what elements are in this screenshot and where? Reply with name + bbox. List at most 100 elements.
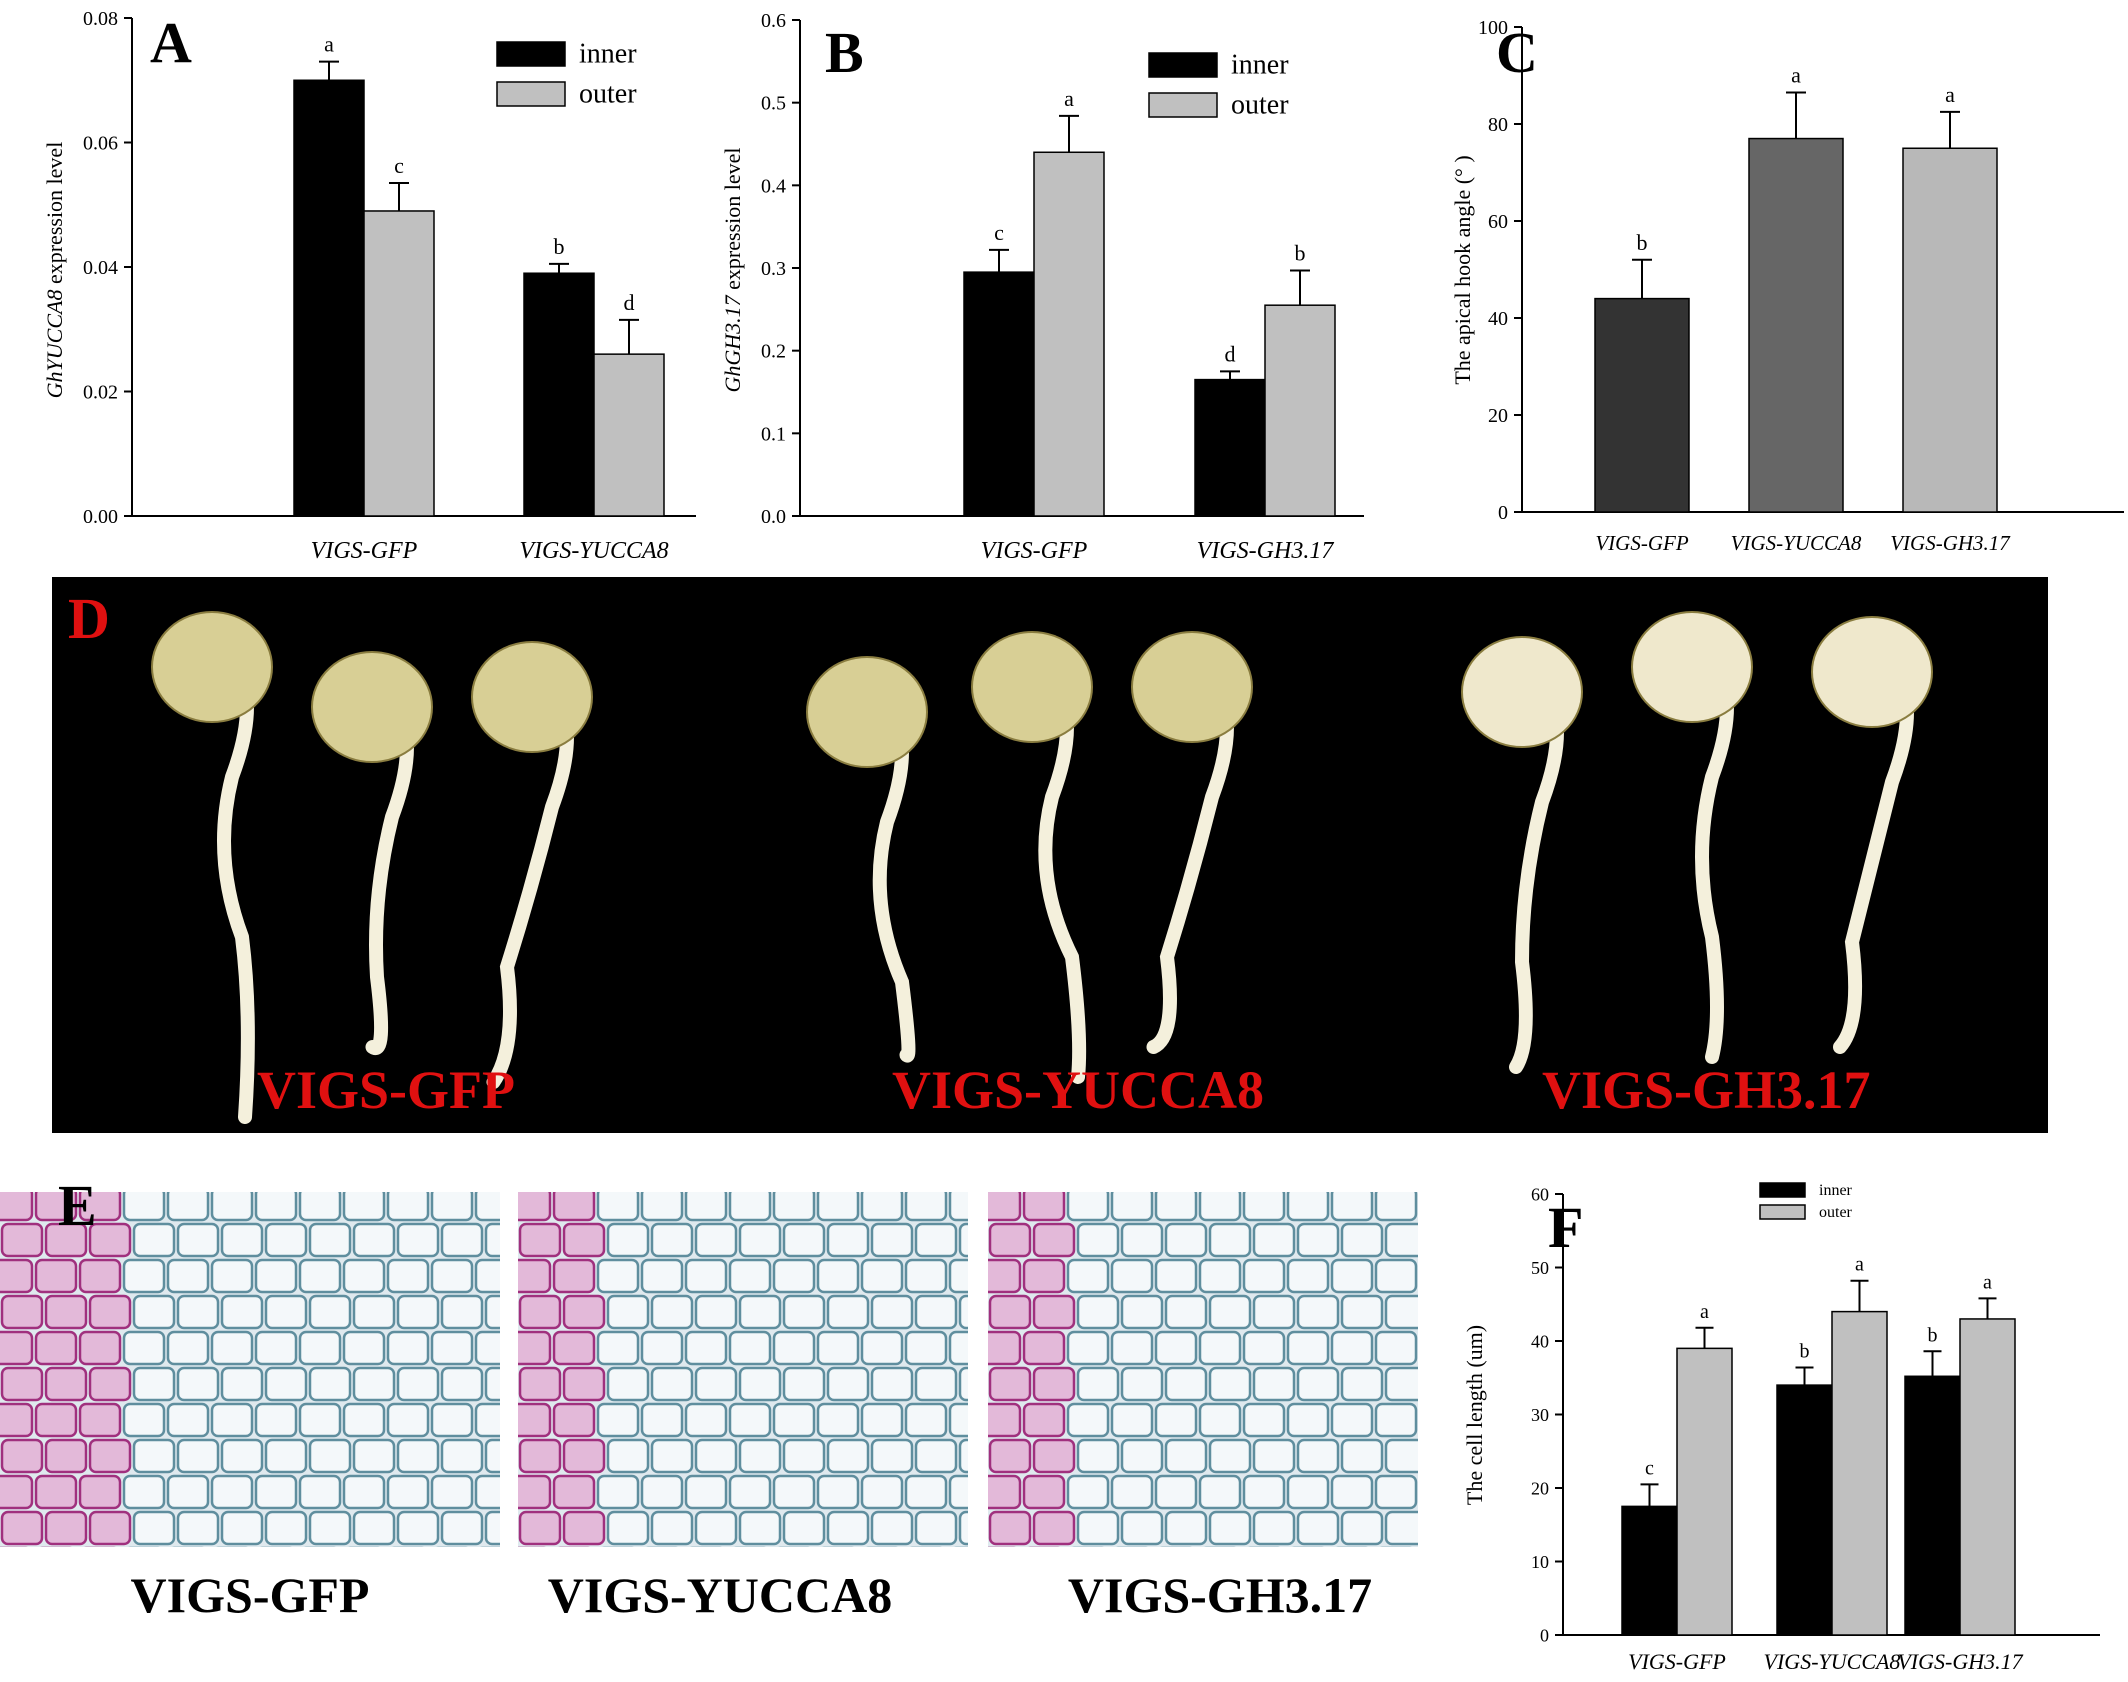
cell (308, 1510, 352, 1546)
y-tick-label: 50 (1531, 1258, 1549, 1278)
cell (606, 1438, 650, 1474)
cell (484, 1222, 500, 1258)
cell (352, 1438, 396, 1474)
panel-letter-e: E (58, 1173, 97, 1238)
micrograph-yucca8 (518, 1192, 968, 1547)
cell (1120, 1222, 1164, 1258)
cell (826, 1438, 870, 1474)
micrograph-gh317 (988, 1192, 1418, 1547)
cell (562, 1294, 606, 1330)
panel-letter-d: D (68, 586, 110, 651)
bar (1959, 1318, 2016, 1636)
cell (1286, 1258, 1330, 1294)
significance-letter: d (1225, 341, 1236, 366)
cell (826, 1294, 870, 1330)
seedling (151, 611, 273, 1124)
chart-b: 0.0 0.1 0.2 0.3 0.4 0.5 0.6 c a VIGS-GFP d b VIGS-GH… (720, 10, 1364, 564)
cell (694, 1294, 738, 1330)
cell (430, 1474, 474, 1510)
cell (1296, 1510, 1340, 1546)
cell (210, 1192, 254, 1222)
cell (1208, 1438, 1252, 1474)
bar (1748, 137, 1844, 513)
cell (430, 1192, 474, 1222)
y-tick-label: 0.2 (761, 341, 786, 363)
cell (1296, 1222, 1340, 1258)
cell (1252, 1366, 1296, 1402)
cell (1076, 1222, 1120, 1258)
category-label: VIGS-GFP (311, 538, 418, 564)
y-axis-label: The apical hook angle (° ) (1450, 155, 1475, 384)
cell (1296, 1438, 1340, 1474)
bar (1902, 147, 1998, 513)
cell (396, 1294, 440, 1330)
photo-label-yucca8: VIGS-YUCCA8 (892, 1060, 1265, 1120)
legend-swatch (496, 41, 566, 67)
cell (396, 1438, 440, 1474)
cell (88, 1438, 132, 1474)
cell (772, 1192, 816, 1222)
cell (1242, 1474, 1286, 1510)
cell (596, 1192, 640, 1222)
cell (386, 1192, 430, 1222)
cell (988, 1294, 1032, 1330)
cell (1330, 1474, 1374, 1510)
bar (1594, 297, 1690, 513)
cell (1242, 1258, 1286, 1294)
cell (1032, 1366, 1076, 1402)
cell (44, 1510, 88, 1546)
cell (904, 1474, 948, 1510)
cell (34, 1474, 78, 1510)
cell (1330, 1402, 1374, 1438)
cell (176, 1294, 220, 1330)
cell (1286, 1192, 1330, 1222)
cell (474, 1402, 500, 1438)
cell (396, 1366, 440, 1402)
cell (518, 1402, 552, 1438)
cell (596, 1330, 640, 1366)
cell (988, 1366, 1032, 1402)
cell (254, 1402, 298, 1438)
cell (1154, 1474, 1198, 1510)
category-label: VIGS-GH3.17 (1197, 538, 1335, 564)
cell (34, 1258, 78, 1294)
cell (518, 1330, 552, 1366)
cell (1022, 1402, 1066, 1438)
cell (640, 1192, 684, 1222)
cell (738, 1222, 782, 1258)
cell (1198, 1192, 1242, 1222)
cell (782, 1510, 826, 1546)
significance-letter: b (1800, 1340, 1810, 1362)
cell (606, 1510, 650, 1546)
cell (440, 1438, 484, 1474)
cell (988, 1510, 1032, 1546)
cell (1066, 1402, 1110, 1438)
significance-letter: c (394, 153, 404, 178)
cell (1384, 1438, 1418, 1474)
cell (342, 1330, 386, 1366)
cell (684, 1258, 728, 1294)
cell (298, 1192, 342, 1222)
cell (308, 1366, 352, 1402)
cell (914, 1222, 958, 1258)
cell (1110, 1192, 1154, 1222)
cell (44, 1222, 88, 1258)
panel-letter-c: C (1496, 20, 1538, 85)
chart-f: 0 10 20 30 40 50 60 c a VIGS-GFP b a VIGS-YUCCA8 b a VI… (1462, 1182, 2100, 1674)
cell (264, 1510, 308, 1546)
cell (474, 1474, 500, 1510)
cell (914, 1510, 958, 1546)
cell (1208, 1222, 1252, 1258)
seedling-photo-panel: D VIGS-GFP VIGS-YUCCA8 VIGS-GH3.17 (52, 577, 2048, 1133)
cell (1340, 1294, 1384, 1330)
cell (352, 1294, 396, 1330)
cell (948, 1258, 968, 1294)
cell (352, 1222, 396, 1258)
cell (1198, 1474, 1242, 1510)
cell (0, 1366, 44, 1402)
y-axis-label: GhGH3.17 expression level (720, 147, 745, 392)
cell (88, 1222, 132, 1258)
panel-letter-a: A (150, 10, 192, 75)
significance-letter: a (324, 32, 334, 57)
cell (1374, 1192, 1418, 1222)
